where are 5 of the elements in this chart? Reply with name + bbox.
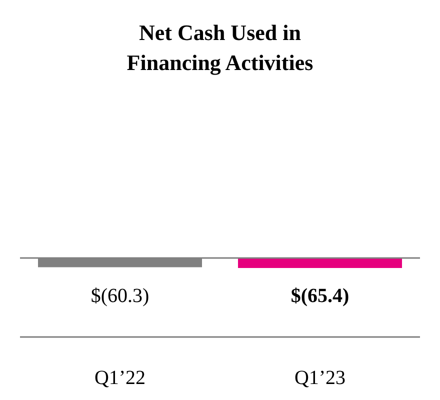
data-label: $(60.3) bbox=[90, 285, 150, 307]
data-label: $(65.4) bbox=[290, 285, 350, 307]
chart-title: Net Cash Used in Financing Activities bbox=[126, 20, 314, 75]
x-tick-label: Q1’23 bbox=[294, 367, 346, 389]
x-tick-label: Q1’22 bbox=[94, 367, 146, 389]
